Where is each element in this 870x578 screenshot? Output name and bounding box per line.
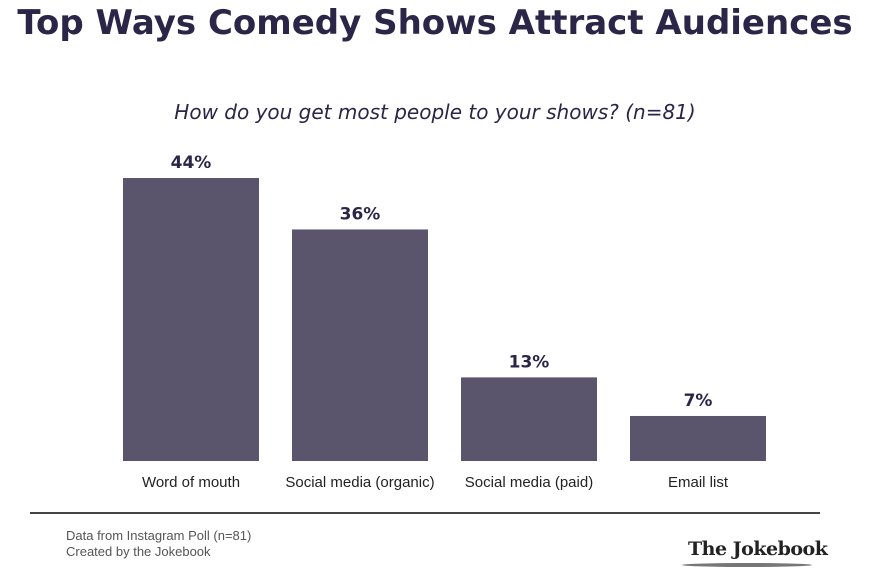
data-label: 44% [171, 153, 212, 173]
category-label: Word of mouth [142, 474, 240, 491]
bar-chart: 44% Word of mouth 36% Social media (organic… [123, 153, 766, 491]
data-label: 36% [340, 204, 381, 224]
category-label: Email list [668, 474, 729, 491]
source-note: Data from Instagram Poll (n=81) [66, 528, 252, 543]
credit-note: Created by the Jokebook [66, 544, 211, 559]
bar-2 [461, 377, 597, 461]
bar-0 [123, 178, 259, 461]
category-label: Social media (organic) [285, 474, 434, 491]
jokebook-logo: The Jokebook [688, 538, 828, 560]
bar-1 [292, 229, 428, 461]
data-label: 13% [509, 352, 550, 372]
category-label: Social media (paid) [465, 474, 593, 491]
chart-subtitle: How do you get most people to your shows… [174, 100, 696, 124]
chart-title: Top Ways Comedy Shows Attract Audiences [17, 3, 853, 43]
logo-swoosh [682, 563, 812, 567]
data-label: 7% [684, 391, 713, 411]
footer-divider [30, 512, 820, 514]
bar-3 [630, 415, 766, 461]
